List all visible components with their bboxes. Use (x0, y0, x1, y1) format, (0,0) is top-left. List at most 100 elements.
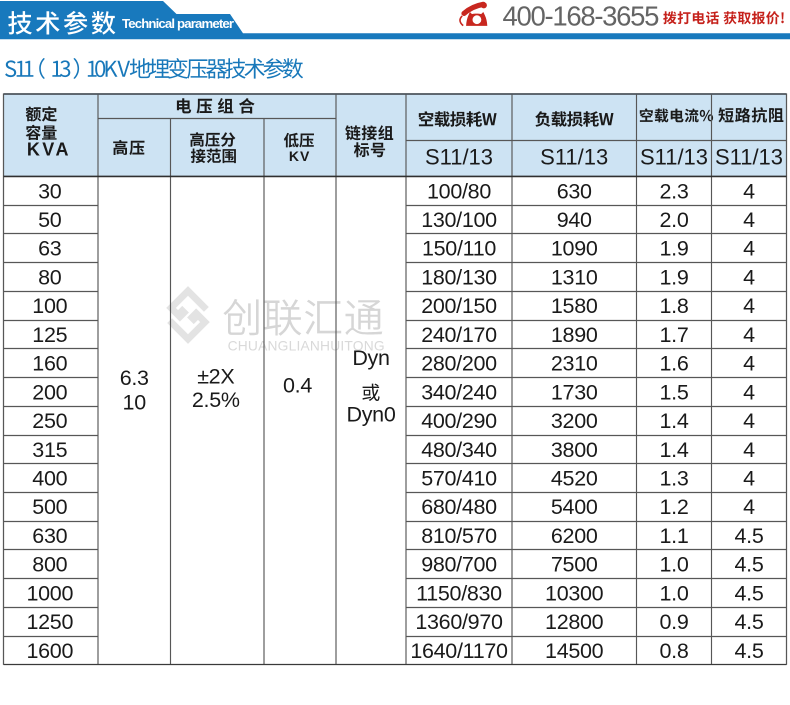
svg-text:500: 500 (32, 495, 67, 519)
svg-text:1890: 1890 (551, 323, 598, 347)
svg-text:200/150: 200/150 (421, 294, 497, 318)
svg-text:315: 315 (32, 438, 67, 462)
svg-text:1730: 1730 (551, 380, 598, 404)
svg-text:4.5: 4.5 (735, 524, 764, 548)
svg-text:1090: 1090 (551, 237, 598, 261)
svg-text:63: 63 (38, 237, 62, 261)
svg-text:10300: 10300 (545, 581, 604, 605)
svg-text:2.5%: 2.5% (192, 388, 240, 412)
svg-text:4: 4 (743, 467, 755, 491)
svg-text:2.3: 2.3 (660, 179, 689, 203)
svg-text:240/170: 240/170 (421, 323, 497, 347)
svg-text:1000: 1000 (26, 581, 73, 605)
svg-text:1.4: 1.4 (660, 438, 689, 462)
svg-text:980/700: 980/700 (421, 553, 497, 577)
svg-text:125: 125 (32, 323, 67, 347)
svg-text:200: 200 (32, 380, 67, 404)
svg-text:S11/13: S11/13 (425, 145, 493, 170)
svg-text:S11/13: S11/13 (540, 145, 608, 170)
svg-text:Dyn: Dyn (352, 346, 389, 370)
svg-text:5400: 5400 (551, 495, 598, 519)
svg-text:4: 4 (743, 179, 755, 203)
svg-text:4: 4 (743, 294, 755, 318)
svg-text:4: 4 (743, 495, 755, 519)
svg-text:1.4: 1.4 (660, 409, 689, 433)
svg-text:4: 4 (743, 438, 755, 462)
svg-text:4.5: 4.5 (735, 610, 764, 634)
svg-text:400: 400 (32, 467, 67, 491)
svg-text:680/480: 680/480 (421, 495, 497, 519)
svg-text:250: 250 (32, 409, 67, 433)
svg-text:1.0: 1.0 (660, 553, 689, 577)
svg-text:1.7: 1.7 (660, 323, 689, 347)
svg-text:1250: 1250 (26, 610, 73, 634)
svg-text:1.9: 1.9 (660, 237, 689, 261)
svg-text:630: 630 (32, 524, 67, 548)
svg-text:10: 10 (123, 390, 147, 414)
svg-text:1.6: 1.6 (660, 352, 689, 376)
svg-text:1150/830: 1150/830 (416, 581, 502, 605)
svg-text:160: 160 (32, 352, 67, 376)
svg-text:400/290: 400/290 (421, 409, 497, 433)
svg-text:400-168-3655: 400-168-3655 (503, 1, 660, 32)
svg-text:1310: 1310 (551, 265, 598, 289)
svg-text:280/200: 280/200 (421, 352, 497, 376)
svg-text:S11/13: S11/13 (715, 145, 783, 170)
svg-text:100: 100 (32, 294, 67, 318)
svg-text:1360/970: 1360/970 (415, 610, 503, 634)
svg-text:4: 4 (743, 380, 755, 404)
svg-text:4: 4 (743, 323, 755, 347)
svg-text:0.4: 0.4 (283, 373, 312, 397)
svg-text:4: 4 (743, 352, 755, 376)
svg-text:1.1: 1.1 (660, 524, 689, 548)
svg-text:480/340: 480/340 (421, 438, 497, 462)
svg-text:0.9: 0.9 (660, 610, 689, 634)
svg-text:0.8: 0.8 (660, 639, 689, 663)
svg-text:800: 800 (32, 553, 67, 577)
svg-text:±2X: ±2X (197, 365, 234, 389)
svg-text:3800: 3800 (551, 438, 598, 462)
svg-text:1580: 1580 (551, 294, 598, 318)
svg-text:14500: 14500 (545, 639, 604, 663)
svg-text:130/100: 130/100 (421, 208, 497, 232)
svg-text:1.5: 1.5 (660, 380, 689, 404)
svg-text:KVA: KVA (27, 140, 71, 160)
svg-text:1600: 1600 (26, 639, 73, 663)
svg-text:4: 4 (743, 265, 755, 289)
svg-text:570/410: 570/410 (421, 467, 497, 491)
svg-text:1.2: 1.2 (660, 495, 689, 519)
svg-text:S11/13: S11/13 (640, 145, 708, 170)
svg-text:1640/1170: 1640/1170 (410, 639, 508, 663)
svg-text:4: 4 (743, 409, 755, 433)
svg-text:810/570: 810/570 (421, 524, 497, 548)
svg-text:80: 80 (38, 265, 62, 289)
svg-text:CHUANGLIANHUITONG: CHUANGLIANHUITONG (228, 338, 385, 353)
svg-text:50: 50 (38, 208, 62, 232)
svg-text:4.5: 4.5 (735, 639, 764, 663)
svg-text:12800: 12800 (545, 610, 604, 634)
svg-text:3200: 3200 (551, 409, 598, 433)
svg-text:100/80: 100/80 (427, 179, 491, 203)
svg-text:4.5: 4.5 (735, 581, 764, 605)
svg-text:4: 4 (743, 208, 755, 232)
svg-text:KV: KV (289, 148, 310, 164)
svg-text:150/110: 150/110 (422, 237, 496, 261)
svg-text:1.8: 1.8 (660, 294, 689, 318)
svg-text:6200: 6200 (551, 524, 598, 548)
svg-text:Technical parameter: Technical parameter (122, 16, 234, 31)
svg-text:1.3: 1.3 (660, 467, 689, 491)
svg-text:4520: 4520 (551, 467, 598, 491)
svg-text:30: 30 (38, 179, 62, 203)
svg-text:180/130: 180/130 (421, 265, 497, 289)
svg-text:7500: 7500 (551, 553, 598, 577)
svg-text:Dyn0: Dyn0 (347, 402, 396, 426)
svg-text:2.0: 2.0 (660, 208, 689, 232)
svg-text:940: 940 (557, 208, 592, 232)
svg-text:630: 630 (557, 179, 592, 203)
svg-text:2310: 2310 (551, 352, 598, 376)
svg-text:1.0: 1.0 (660, 581, 689, 605)
svg-text:340/240: 340/240 (421, 380, 497, 404)
svg-text:4: 4 (743, 237, 755, 261)
svg-text:4.5: 4.5 (735, 553, 764, 577)
svg-text:6.3: 6.3 (120, 366, 149, 390)
